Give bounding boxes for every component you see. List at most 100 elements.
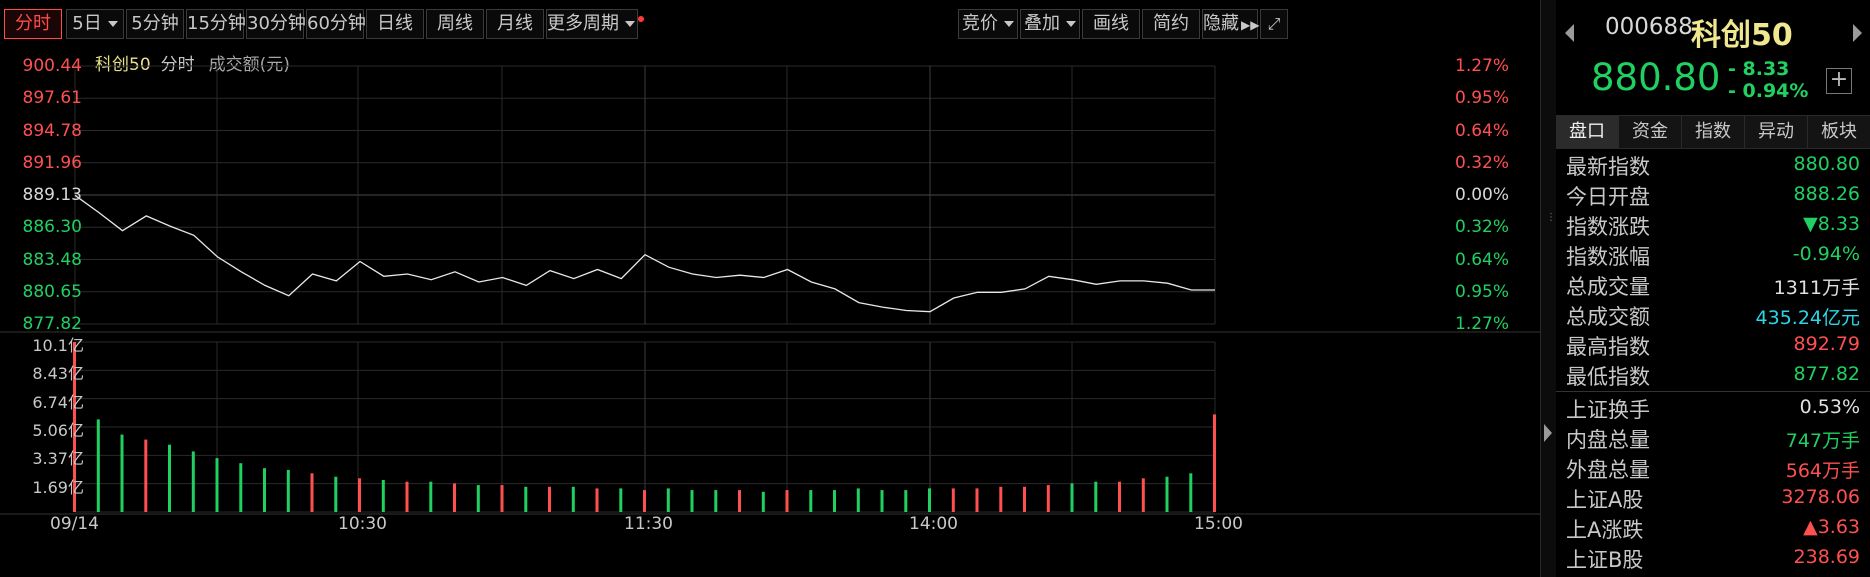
volume-axis-label: 1.69亿: [32, 477, 84, 497]
quote-row-label: 总成交量: [1566, 275, 1650, 299]
last-price: 880.80: [1591, 56, 1721, 99]
quote-row-value: 0.53%: [1799, 396, 1860, 418]
quote-row-value: ▼8.33: [1803, 213, 1860, 235]
tab-alerts[interactable]: 异动: [1745, 116, 1808, 148]
price-change: - 8.33 - 0.94%: [1728, 58, 1808, 102]
hide-button[interactable]: 隐藏 ▶▶: [1202, 9, 1259, 39]
volume-axis-label: 5.06亿: [32, 421, 84, 440]
volume-bar: [856, 488, 860, 512]
volume-bar: [548, 486, 551, 512]
volume-bar: [524, 486, 528, 512]
overlay-button[interactable]: 叠加: [1020, 9, 1080, 39]
tab-funds[interactable]: 资金: [1619, 116, 1682, 148]
quote-row-value: 892.79: [1793, 333, 1860, 355]
price-axis-label: 900.44: [22, 56, 82, 76]
price-series-line: [74, 194, 1215, 313]
overlay-label: 叠加: [1024, 13, 1060, 34]
period-tab-15min[interactable]: 15分钟: [186, 9, 246, 39]
legend-volume-unit: 成交额(元): [208, 55, 290, 75]
volume-bar: [571, 486, 575, 512]
volume-bar: [381, 480, 385, 512]
volume-bar: [310, 473, 314, 512]
period-tab-daily[interactable]: 日线: [366, 9, 424, 39]
legend-index-name: 科创50: [95, 55, 151, 75]
period-tab-weekly[interactable]: 周线: [426, 9, 484, 39]
chevron-down-icon: [625, 21, 635, 27]
tab-index[interactable]: 指数: [1682, 116, 1745, 148]
percent-axis-label: 0.00%: [1455, 185, 1510, 205]
quote-panel: 000688 科创50 880.80 - 8.33 - 0.94% + 盘口 资…: [1556, 0, 1870, 577]
intraday-chart: 科创50 分时 成交额(元) 900.44 897.61 894.78 891.96 889…: [0, 44, 1540, 577]
volume-bar: [1165, 476, 1169, 512]
volume-bar: [429, 481, 433, 512]
legend-mode: 分时: [160, 55, 195, 75]
panel-splitter[interactable]: ⋮: [1540, 0, 1557, 577]
quote-row-value: 880.80: [1793, 153, 1860, 175]
price-axis-label: 880.65: [22, 281, 82, 302]
next-stock-icon[interactable]: [1853, 24, 1862, 42]
quote-row-value: 435.24亿元: [1755, 307, 1860, 329]
quote-row: 上证换手 0.53%: [1556, 393, 1870, 423]
simple-mode-button[interactable]: 简约: [1142, 9, 1200, 39]
quote-row-label: 上证换手: [1566, 398, 1650, 422]
quote-row: 上证B股 238.69: [1556, 543, 1870, 573]
add-watchlist-button[interactable]: +: [1826, 68, 1852, 94]
volume-bar: [975, 488, 979, 512]
tab-sectors[interactable]: 板块: [1808, 116, 1870, 148]
volume-bar: [809, 490, 813, 512]
price-axis-label: 897.61: [22, 88, 82, 109]
time-axis-label: 11:30: [624, 514, 673, 534]
volume-bar: [334, 476, 338, 512]
chart-canvas[interactable]: [0, 44, 1540, 577]
grip-icon: ⋮: [1546, 212, 1556, 223]
period-tab-60min[interactable]: 60分钟: [306, 9, 366, 39]
period-tab-5day[interactable]: 5日: [66, 9, 124, 39]
quote-row-value: 3278.06: [1781, 486, 1860, 508]
volume-bar: [643, 490, 646, 512]
auction-label: 竞价: [962, 13, 998, 34]
volume-bar: [1118, 481, 1121, 512]
quote-row-label: 最新指数: [1566, 155, 1650, 179]
draw-line-button[interactable]: 画线: [1082, 9, 1140, 39]
volume-bar: [619, 488, 623, 512]
period-tab-5min[interactable]: 5分钟: [126, 9, 184, 39]
quote-row-label: 最高指数: [1566, 335, 1650, 359]
quote-header: 000688 科创50 880.80 - 8.33 - 0.94% +: [1556, 0, 1870, 112]
price-axis-label: 891.96: [22, 152, 82, 173]
period-tab-monthly[interactable]: 月线: [486, 9, 544, 39]
notification-dot-icon: [638, 16, 644, 22]
chart-legend: 科创50 分时 成交额(元): [95, 50, 290, 75]
quote-row-value: 747万手: [1785, 430, 1860, 452]
volume-bar: [738, 490, 741, 512]
quote-row-label: 外盘总量: [1566, 458, 1650, 482]
period-tab-intraday[interactable]: 分时: [4, 9, 62, 39]
prev-stock-icon[interactable]: [1565, 24, 1574, 42]
quote-row-label: 上证A股: [1566, 488, 1644, 512]
stock-name: 科创50: [1691, 18, 1793, 53]
collapse-arrow-icon[interactable]: [1544, 424, 1552, 442]
auction-button[interactable]: 竞价: [958, 9, 1018, 39]
panel-tabs: 盘口 资金 指数 异动 板块: [1556, 115, 1870, 149]
row-separator: [1556, 391, 1870, 392]
quote-row: 今日开盘 888.26: [1556, 180, 1870, 210]
percent-axis-label: 0.32%: [1455, 217, 1510, 238]
volume-bar: [951, 488, 955, 512]
tab-order-book[interactable]: 盘口: [1556, 116, 1619, 148]
quote-row-value: 877.82: [1793, 363, 1860, 385]
quote-row-value: 888.26: [1793, 183, 1860, 205]
volume-axis-label: 6.74亿: [32, 392, 84, 412]
percent-axis-label: 0.64%: [1455, 120, 1510, 141]
expand-icon[interactable]: ⤢: [1260, 9, 1288, 39]
quote-row-label: 指数涨幅: [1566, 245, 1650, 269]
price-axis-label: 877.82: [22, 314, 82, 334]
more-periods-button[interactable]: 更多周期: [546, 9, 644, 39]
quote-row: 总成交量 1311万手: [1556, 270, 1870, 300]
volume-bar: [595, 488, 599, 512]
percent-axis-label: 0.32%: [1455, 152, 1510, 173]
volume-bar: [73, 342, 76, 512]
volume-axis-label: 3.37亿: [32, 449, 84, 469]
volume-bar: [714, 490, 718, 512]
period-tab-30min[interactable]: 30分钟: [246, 9, 306, 39]
volume-bar: [263, 468, 266, 512]
quote-row: 最高指数 892.79: [1556, 330, 1870, 360]
